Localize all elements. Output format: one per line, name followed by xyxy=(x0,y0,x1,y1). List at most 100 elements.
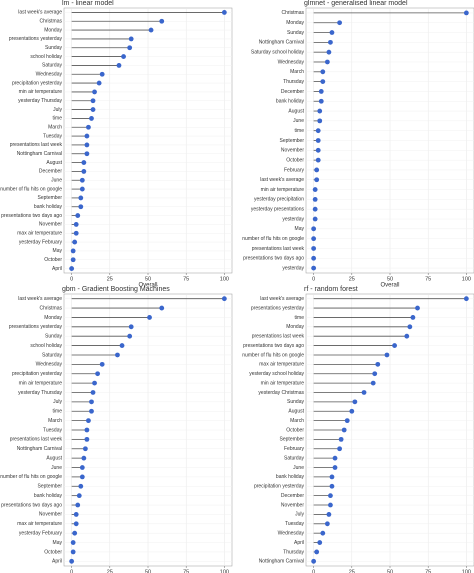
y-tick-label: Sunday xyxy=(45,334,62,340)
lollipop-dot xyxy=(329,474,335,480)
panel-title: glmnet - generalised linear model xyxy=(304,0,408,7)
y-tick-label: time xyxy=(53,116,63,122)
y-tick-label: February xyxy=(284,446,305,452)
lollipop-dot xyxy=(79,474,85,480)
lollipop-dot xyxy=(375,361,381,367)
lollipop-dot xyxy=(318,98,324,104)
lollipop-dot xyxy=(338,436,344,442)
lollipop-dot xyxy=(69,558,75,564)
lollipop-dot xyxy=(311,246,317,251)
y-tick-label: number of flu hits on google xyxy=(242,352,304,358)
lollipop-dot xyxy=(147,315,152,320)
lollipop-dot xyxy=(75,502,81,508)
lollipop-dot xyxy=(329,30,335,35)
x-tick-label: 0 xyxy=(312,276,315,282)
y-tick-label: Tuesday xyxy=(43,427,62,433)
lollipop-dot xyxy=(221,10,227,15)
y-tick-label: yesterday xyxy=(282,216,304,222)
lollipop-dot xyxy=(84,436,90,442)
lollipop-dot xyxy=(311,558,317,564)
lollipop-dot xyxy=(315,147,321,153)
y-tick-label: Monday xyxy=(44,315,62,321)
x-tick-label: 25 xyxy=(107,569,113,573)
x-tick-label: 25 xyxy=(349,569,355,573)
lollipop-dot xyxy=(315,157,321,163)
lollipop-dot xyxy=(89,399,94,405)
y-tick-label: April xyxy=(294,540,304,546)
lollipop-dot xyxy=(317,108,323,114)
y-tick-label: August xyxy=(288,409,304,415)
y-tick-label: Christmas xyxy=(39,305,62,311)
lollipop-dot xyxy=(81,455,87,461)
lollipop-dot xyxy=(370,380,376,386)
lollipop-dot xyxy=(463,296,469,302)
y-tick-label: June xyxy=(293,465,304,471)
y-tick-label: bank holiday xyxy=(34,493,63,499)
lollipop-dot xyxy=(84,133,90,139)
lollipop-dot xyxy=(311,236,317,242)
lollipop-dot xyxy=(86,418,91,424)
x-tick-label: 0 xyxy=(70,276,73,282)
y-tick-label: min air temperature xyxy=(261,187,305,193)
y-tick-label: Sunday xyxy=(287,399,304,405)
y-tick-label: August xyxy=(46,455,62,461)
y-tick-label: presentations last week xyxy=(252,246,305,252)
y-tick-label: min air temperature xyxy=(19,89,63,95)
y-tick-label: September xyxy=(280,437,305,443)
y-tick-label: Monday xyxy=(44,27,62,33)
y-tick-label: precipitation yesterday xyxy=(12,80,63,86)
lollipop-dot xyxy=(127,333,133,339)
y-tick-label: presentations yesterday xyxy=(251,305,305,311)
y-tick-label: April xyxy=(52,266,62,272)
y-tick-label: min air temperature xyxy=(19,380,63,386)
y-tick-label: September xyxy=(38,484,63,490)
lollipop-dot xyxy=(415,305,420,311)
lollipop-dot xyxy=(315,138,321,143)
lollipop-dot xyxy=(317,118,323,124)
lollipop-dot xyxy=(312,216,318,222)
y-tick-label: July xyxy=(53,399,62,405)
lollipop-dot xyxy=(128,36,134,42)
y-tick-label: Nottingham Carnival xyxy=(259,40,304,46)
y-tick-label: last week's average xyxy=(18,10,62,16)
y-tick-label: December xyxy=(39,169,62,175)
lollipop-dot xyxy=(99,361,105,367)
lollipop-dot xyxy=(92,89,97,95)
y-tick-label: presentations last week xyxy=(10,437,63,443)
lollipop-dot xyxy=(324,59,330,65)
y-tick-label: yesterday February xyxy=(19,531,63,537)
lollipop-dot xyxy=(73,521,79,527)
y-tick-label: number of flu hits on google xyxy=(0,186,62,192)
y-tick-label: presentations last week xyxy=(10,142,63,148)
lollipop-dot xyxy=(311,226,317,232)
y-tick-label: time xyxy=(295,315,305,321)
lollipop-dot xyxy=(312,206,318,212)
lollipop-dot xyxy=(148,27,154,33)
y-tick-label: time xyxy=(295,128,305,134)
lollipop-dot xyxy=(329,483,335,489)
y-tick-label: Wednesday xyxy=(278,531,305,537)
x-tick-label: 100 xyxy=(220,276,229,282)
y-tick-label: April xyxy=(52,559,62,565)
y-tick-label: Monday xyxy=(286,324,304,330)
lollipop-dot xyxy=(69,266,75,271)
y-tick-label: max air temperature xyxy=(17,231,62,237)
y-tick-label: yesterday precipitation xyxy=(254,197,304,203)
lollipop-dot xyxy=(70,248,76,254)
y-tick-label: June xyxy=(51,465,62,471)
lollipop-dot xyxy=(352,399,358,405)
y-tick-label: yesterday school holiday xyxy=(249,371,304,377)
lollipop-dot xyxy=(86,124,91,130)
y-tick-label: bank holiday xyxy=(34,204,63,210)
y-tick-label: last week's average xyxy=(260,177,304,183)
x-tick-label: 25 xyxy=(107,276,113,282)
x-axis-label: Overall xyxy=(380,283,399,289)
panel-title: lm - linear model xyxy=(62,0,114,7)
y-tick-label: last week's average xyxy=(18,296,62,302)
y-tick-label: Nottingham Carnival xyxy=(17,151,62,157)
y-tick-label: Christmas xyxy=(39,19,62,25)
y-tick-label: Tuesday xyxy=(285,521,304,527)
y-tick-label: March xyxy=(290,69,304,75)
y-tick-label: July xyxy=(53,107,62,113)
